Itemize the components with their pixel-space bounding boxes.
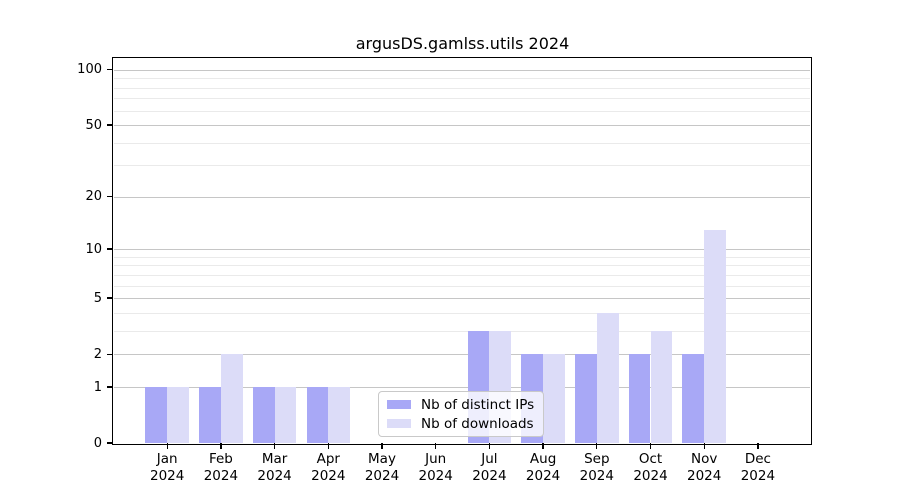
bar-distinct-ips-feb (199, 387, 221, 443)
bar-distinct-ips-jan (145, 387, 168, 443)
major-gridline (114, 69, 810, 71)
x-tick-label: Nov 2024 (687, 451, 722, 484)
plot-area (114, 59, 810, 443)
x-tick-mark (220, 443, 222, 449)
x-tick-label: Aug 2024 (525, 451, 561, 484)
bar-downloads-oct (650, 330, 673, 443)
y-tick-label: 5 (93, 290, 102, 306)
legend-label-distinct-ips: Nb of distinct IPs (421, 396, 535, 413)
legend: Nb of distinct IPs Nb of downloads (378, 391, 544, 437)
y-tick-mark (107, 196, 113, 198)
y-tick-mark (107, 248, 113, 250)
x-tick-label: Sep 2024 (579, 451, 614, 484)
y-tick-label: 2 (93, 346, 102, 362)
x-tick-mark (596, 443, 598, 449)
minor-gridline (114, 98, 810, 100)
legend-label-downloads: Nb of downloads (421, 415, 534, 432)
minor-gridline (114, 165, 810, 167)
x-tick-mark (166, 443, 168, 449)
x-tick-mark (488, 443, 491, 449)
bar-downloads-sep (596, 312, 619, 443)
major-gridline (114, 387, 810, 388)
y-tick-mark (107, 386, 113, 388)
y-tick-mark (107, 69, 113, 71)
x-tick-label: Jul 2024 (472, 451, 507, 484)
y-tick-label: 20 (85, 189, 102, 205)
x-tick-label: Jan 2024 (150, 451, 185, 484)
bar-distinct-ips-nov (682, 354, 705, 443)
bar-downloads-aug (543, 354, 565, 443)
y-tick-label: 10 (85, 241, 102, 257)
x-tick-label: Feb 2024 (203, 451, 239, 484)
major-gridline (114, 196, 810, 198)
x-tick-label: Oct 2024 (633, 451, 668, 484)
legend-swatch-distinct-ips (387, 400, 411, 409)
y-tick-mark (107, 353, 113, 355)
legend-swatch-downloads (387, 419, 411, 428)
minor-gridline (114, 78, 810, 80)
minor-gridline (114, 330, 810, 332)
y-tick-label: 100 (77, 62, 102, 78)
y-tick-label: 1 (93, 379, 102, 395)
x-tick-label: Mar 2024 (257, 451, 292, 484)
x-tick-mark (273, 443, 276, 449)
minor-gridline (114, 312, 810, 314)
bar-downloads-apr (328, 387, 351, 443)
major-gridline (114, 298, 810, 300)
bar-distinct-ips-apr (306, 387, 329, 443)
y-tick-mark (107, 297, 113, 299)
bar-downloads-nov (704, 229, 726, 443)
x-tick-mark (435, 443, 437, 449)
y-tick-mark (107, 124, 113, 126)
bar-distinct-ips-mar (252, 387, 275, 443)
y-tick-mark (107, 442, 113, 444)
x-tick-mark (757, 443, 759, 449)
legend-item-distinct-ips: Nb of distinct IPs (387, 397, 535, 413)
y-tick-label: 50 (85, 117, 102, 133)
minor-gridline (114, 87, 810, 89)
x-tick-label: May 2024 (364, 451, 400, 484)
bar-distinct-ips-oct (628, 354, 651, 443)
x-tick-mark (542, 443, 544, 449)
x-tick-mark (381, 443, 383, 449)
y-tick-label: 0 (93, 435, 102, 451)
legend-item-downloads: Nb of downloads (387, 416, 535, 432)
x-tick-mark (327, 443, 329, 449)
bar-downloads-mar (274, 387, 297, 443)
bar-downloads-feb (220, 354, 243, 443)
x-tick-label: Dec 2024 (740, 451, 776, 484)
axes-spines (112, 57, 812, 445)
minor-gridline (114, 142, 810, 144)
major-gridline (114, 125, 810, 127)
bar-downloads-jan (167, 387, 189, 443)
x-tick-label: Apr 2024 (311, 451, 346, 484)
major-gridline (114, 249, 810, 251)
minor-gridline (114, 274, 810, 276)
major-gridline (114, 354, 810, 356)
minor-gridline (114, 110, 810, 112)
chart-title: argusDS.gamlss.utils 2024 (355, 34, 570, 53)
x-tick-mark (649, 443, 652, 449)
minor-gridline (114, 265, 810, 267)
minor-gridline (114, 285, 810, 287)
x-tick-label: Jun 2024 (418, 451, 453, 484)
bar-distinct-ips-sep (575, 354, 597, 443)
x-tick-mark (703, 443, 705, 449)
minor-gridline (114, 256, 810, 258)
